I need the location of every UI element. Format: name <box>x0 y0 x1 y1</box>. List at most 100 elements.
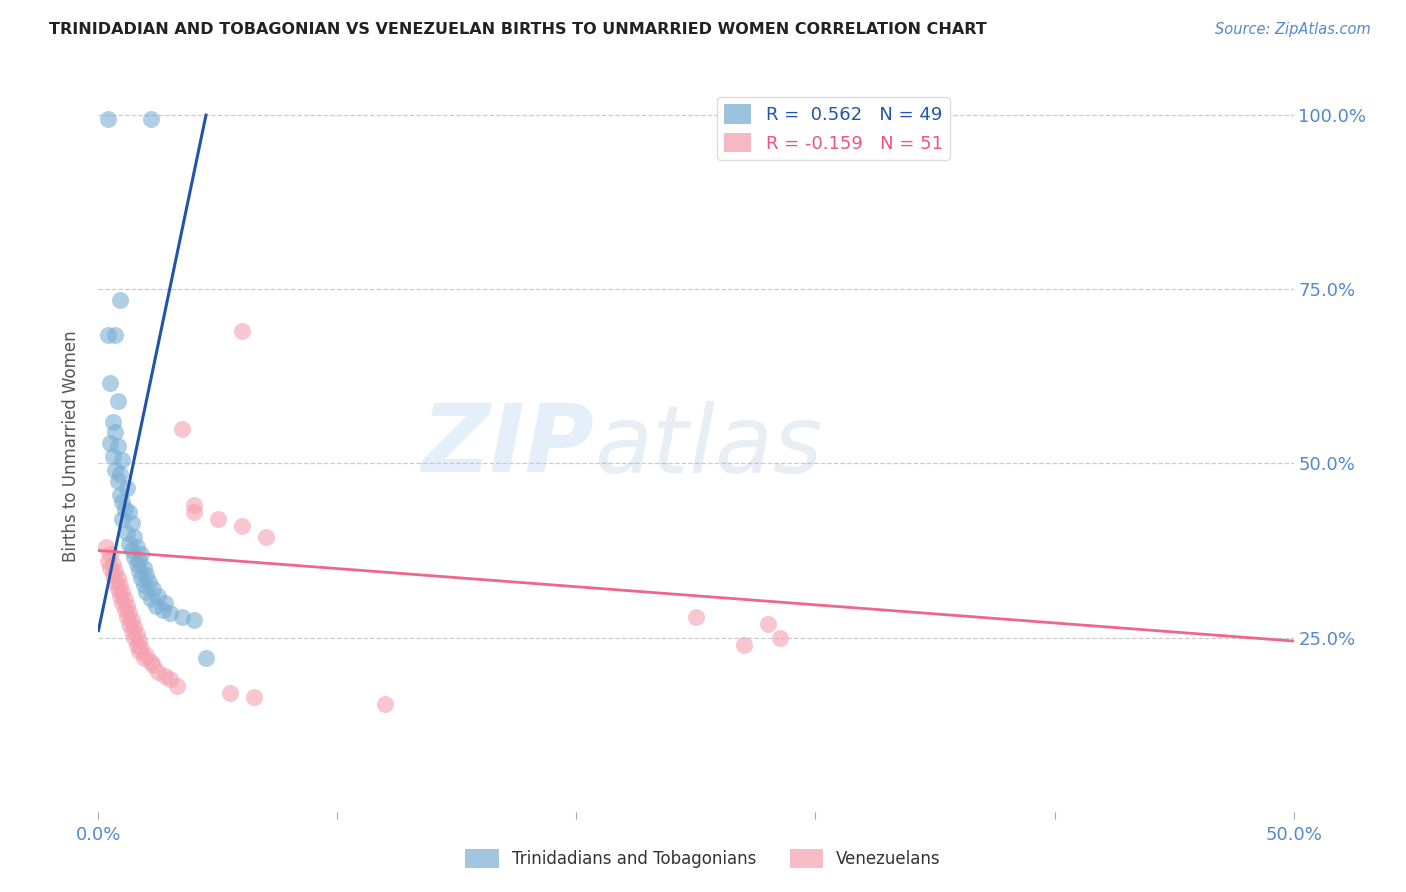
Point <box>94 540 117 554</box>
Y-axis label: Births to Unmarried Women: Births to Unmarried Women <box>62 330 80 562</box>
Legend: R =  0.562   N = 49, R = -0.159   N = 51: R = 0.562 N = 49, R = -0.159 N = 51 <box>717 96 950 160</box>
Point <box>155 669 177 683</box>
Point <box>111 585 134 599</box>
Point <box>111 494 134 508</box>
Text: atlas: atlas <box>595 401 823 491</box>
Point <box>98 561 122 575</box>
Point <box>374 697 396 711</box>
Point <box>104 463 127 477</box>
Point <box>118 616 141 631</box>
Point <box>768 631 790 645</box>
Point <box>114 603 136 617</box>
Point <box>115 599 138 614</box>
Text: ZIP: ZIP <box>422 400 595 492</box>
Point <box>128 634 150 648</box>
Point <box>121 543 143 558</box>
Point <box>107 393 129 408</box>
Point <box>132 651 155 665</box>
Point <box>124 550 146 565</box>
Point <box>98 376 122 391</box>
Point <box>142 658 165 673</box>
Point <box>135 648 157 662</box>
Point <box>131 547 153 561</box>
Point <box>118 606 141 620</box>
Point <box>148 589 170 603</box>
Text: Source: ZipAtlas.com: Source: ZipAtlas.com <box>1215 22 1371 37</box>
Point <box>107 439 129 453</box>
Point <box>128 565 150 579</box>
Point <box>125 627 148 641</box>
Point <box>219 686 242 700</box>
Point <box>111 512 134 526</box>
Point <box>145 599 167 614</box>
Point <box>111 596 134 610</box>
Text: TRINIDADIAN AND TOBAGONIAN VS VENEZUELAN BIRTHS TO UNMARRIED WOMEN CORRELATION C: TRINIDADIAN AND TOBAGONIAN VS VENEZUELAN… <box>49 22 987 37</box>
Point <box>183 613 205 627</box>
Point <box>111 453 134 467</box>
Point <box>135 567 157 582</box>
Point <box>114 592 136 607</box>
Point <box>138 574 160 589</box>
Point <box>756 616 779 631</box>
Point <box>125 638 148 652</box>
Point <box>166 679 188 693</box>
Point <box>152 603 174 617</box>
Point <box>733 638 755 652</box>
Point <box>97 112 120 126</box>
Point <box>108 589 131 603</box>
Legend: Trinidadians and Tobagonians, Venezuelans: Trinidadians and Tobagonians, Venezuelan… <box>458 842 948 875</box>
Point <box>125 540 148 554</box>
Point <box>121 516 143 530</box>
Point <box>108 293 131 307</box>
Point <box>195 651 218 665</box>
Point <box>132 561 155 575</box>
Point <box>98 547 122 561</box>
Point <box>121 624 143 638</box>
Point <box>115 526 138 541</box>
Point <box>124 631 146 645</box>
Point <box>172 609 194 624</box>
Point <box>131 571 153 585</box>
Point <box>207 512 229 526</box>
Point <box>97 554 120 568</box>
Point <box>128 554 150 568</box>
Point <box>139 112 162 126</box>
Point <box>131 640 153 655</box>
Point <box>118 505 141 519</box>
Point <box>107 474 129 488</box>
Point <box>139 592 162 607</box>
Point <box>159 606 181 620</box>
Point <box>172 421 194 435</box>
Point <box>98 435 122 450</box>
Point <box>159 673 181 687</box>
Point <box>101 415 124 429</box>
Point <box>104 574 127 589</box>
Point <box>231 519 253 533</box>
Point <box>128 644 150 658</box>
Point <box>231 324 253 338</box>
Point <box>121 613 143 627</box>
Point <box>115 609 138 624</box>
Point <box>124 620 146 634</box>
Point <box>97 327 120 342</box>
Point <box>107 571 129 585</box>
Point <box>104 327 127 342</box>
Point <box>254 530 277 544</box>
Point <box>104 425 127 439</box>
Point <box>183 498 205 512</box>
Point <box>108 467 131 481</box>
Point <box>148 665 170 680</box>
Point <box>124 530 146 544</box>
Point <box>685 609 707 624</box>
Point <box>132 578 155 592</box>
Point <box>101 558 124 572</box>
Point <box>183 505 205 519</box>
Point <box>125 558 148 572</box>
Point <box>101 567 124 582</box>
Point <box>114 501 136 516</box>
Point <box>135 585 157 599</box>
Point <box>243 690 266 704</box>
Point <box>139 655 162 669</box>
Point <box>108 488 131 502</box>
Point <box>108 578 131 592</box>
